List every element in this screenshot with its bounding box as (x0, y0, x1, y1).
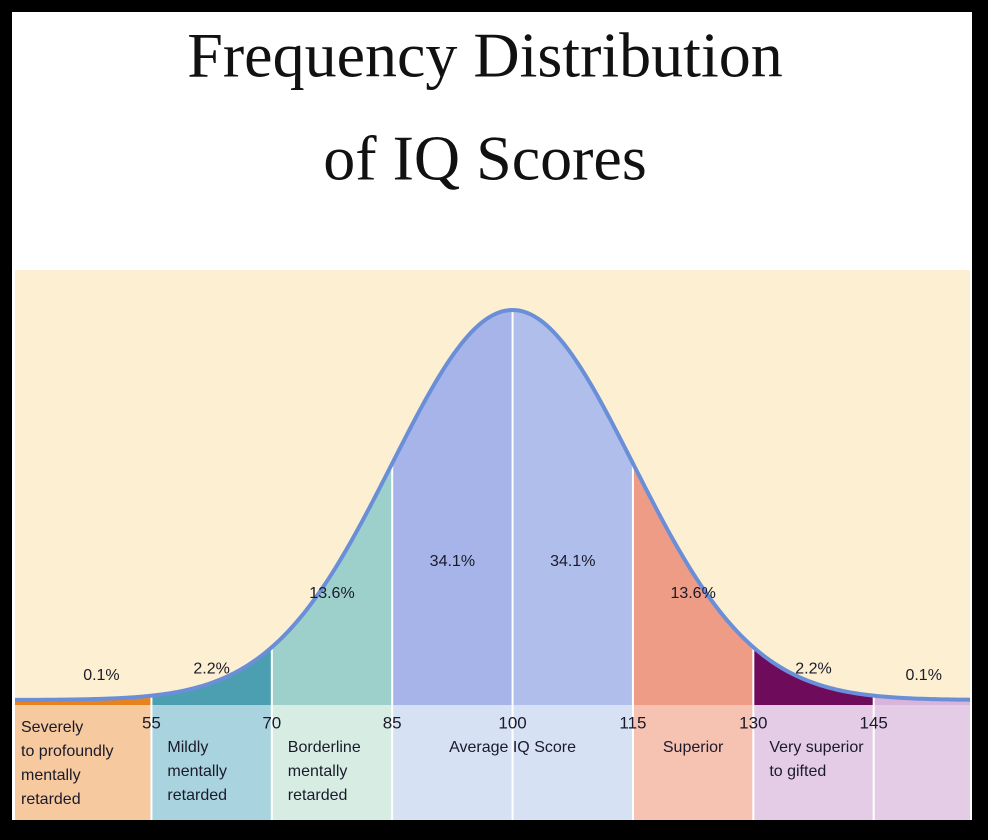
chart-title: Frequency Distribution (187, 20, 782, 91)
band-label: to gifted (769, 763, 826, 780)
value-label: 2.2% (795, 660, 831, 677)
value-label: 34.1% (550, 553, 595, 570)
band-label: retarded (288, 787, 348, 804)
x-tick-label: 145 (860, 713, 888, 732)
value-label: 0.1% (83, 667, 119, 684)
x-tick-label: 70 (262, 713, 281, 732)
x-tick-label: 115 (619, 713, 646, 732)
x-tick-label: 55 (142, 713, 161, 732)
value-label: 34.1% (430, 553, 475, 570)
band-label: Severely (21, 719, 83, 736)
x-tick-label: 100 (498, 713, 526, 732)
band (271, 705, 393, 820)
band-label: mentally (288, 763, 348, 780)
segment (753, 647, 874, 705)
band-label: to profoundly (21, 743, 114, 760)
x-tick-label: 130 (739, 713, 767, 732)
band-label: retarded (21, 791, 81, 808)
band-label: Superior (663, 739, 724, 756)
band-label: mentally (167, 763, 227, 780)
chart-title: of IQ Scores (323, 123, 646, 194)
band (15, 705, 152, 820)
segment (151, 647, 272, 705)
value-label: 13.6% (309, 585, 354, 602)
curve (14, 308, 971, 702)
value-label: 0.1% (905, 667, 941, 684)
band-label: mentally (21, 767, 81, 784)
band (753, 705, 970, 820)
band-label: Very superior (769, 739, 864, 756)
band (632, 705, 754, 820)
band-label: retarded (167, 787, 227, 804)
band-label: Borderline (288, 739, 361, 756)
x-tick-label: 85 (383, 713, 402, 732)
value-label: 2.2% (193, 660, 229, 677)
value-label: 13.6% (670, 585, 715, 602)
band-label: Mildly (167, 739, 208, 756)
band (151, 705, 272, 820)
